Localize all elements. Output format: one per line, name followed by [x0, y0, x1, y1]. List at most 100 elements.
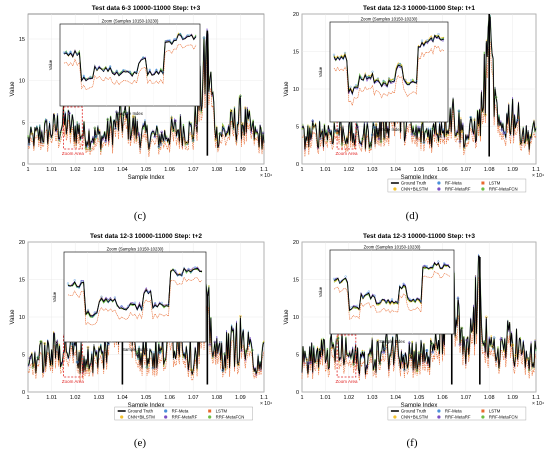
- marker-point: [473, 118, 476, 122]
- legend-label: CNN+BiLSTM: [401, 415, 429, 420]
- x-tick-label: 1.01: [320, 395, 331, 401]
- caption-e: (e): [133, 437, 147, 449]
- marker-point: [374, 123, 378, 127]
- panel-e: Test data 12-3 10000-11000 Step: t+2 0 5 10…: [10, 233, 272, 421]
- legend-label: Ground Truth: [128, 409, 154, 414]
- y-tick-label: 10: [293, 315, 299, 321]
- y-tick-label: 15: [293, 278, 299, 284]
- zoom-marker: [194, 266, 197, 269]
- marker-point: [305, 358, 309, 361]
- marker-point: [527, 368, 531, 372]
- marker-point: [137, 133, 141, 137]
- y-tick-label: 5: [22, 120, 25, 126]
- panel-title: Test data 12-3 10000-11000 Step: t+3: [363, 233, 475, 240]
- zoom-marker: [387, 77, 391, 80]
- zoom-marker: [102, 68, 105, 72]
- marker-point: [444, 133, 448, 137]
- marker-point: [311, 119, 315, 123]
- zoom-area-box: [336, 334, 357, 378]
- marker-point: [145, 365, 149, 369]
- legend-label: RRF-MetaRF: [445, 415, 471, 420]
- marker-point: [412, 132, 416, 135]
- zoom-marker: [142, 56, 145, 59]
- zoom-marker: [89, 75, 92, 78]
- marker-point: [352, 362, 356, 366]
- zoom-area-box: [63, 106, 83, 150]
- panel-c: Test data 6-3 10000-11000 Step: t+3 0 5 10 1…: [10, 5, 272, 181]
- x-tick-label: 1.07: [460, 167, 471, 173]
- x-tick-label: 1.03: [93, 395, 104, 401]
- marker-point: [456, 296, 460, 300]
- zoom-marker: [431, 265, 434, 268]
- x-tick-label: 1: [300, 167, 303, 173]
- y-tick-label: 15: [293, 50, 299, 56]
- legend-label: LSTM: [489, 181, 501, 186]
- marker-point: [239, 94, 242, 98]
- x-axis-label: Sample Index: [401, 175, 438, 181]
- zoom-marker: [167, 303, 170, 306]
- marker-point: [356, 125, 359, 129]
- marker-point: [230, 109, 233, 113]
- marker-point: [32, 363, 36, 367]
- legend-swatch: [437, 409, 441, 413]
- zoom-marker: [128, 70, 132, 73]
- x-tick-label: 1.1: [532, 167, 540, 173]
- y-tick-label: 0: [22, 162, 25, 168]
- marker-point: [403, 368, 406, 372]
- zoom-marker: [73, 279, 76, 282]
- y-tick-label: 5: [296, 125, 299, 131]
- y-tick-label: 20: [293, 240, 299, 246]
- zoom-marker: [181, 36, 184, 39]
- legend-box: [114, 406, 253, 421]
- zoom-marker: [365, 76, 369, 79]
- marker-point: [174, 119, 177, 123]
- legend: Ground Truth RF-Meta LSTM CNN+BiLSTM RRF-Met…: [114, 406, 253, 421]
- marker-point: [514, 354, 517, 357]
- zoom-series-lstm: [333, 44, 445, 107]
- legend-label: RF-Meta: [172, 409, 189, 414]
- x-tick-label: 1.04: [390, 395, 401, 401]
- zoom-marker: [425, 265, 428, 268]
- caption-d: (d): [405, 210, 419, 222]
- x-tick-label: 1.08: [211, 395, 222, 401]
- zoom-marker: [354, 84, 358, 87]
- zoom-marker: [86, 308, 90, 312]
- marker-point: [114, 127, 117, 130]
- marker-point: [172, 129, 175, 133]
- x-tick-label: 1.04: [117, 395, 128, 401]
- marker-point: [424, 130, 428, 133]
- zoom-series-ground-truth: [67, 267, 203, 317]
- zoom-marker: [344, 275, 347, 278]
- marker-point: [43, 342, 47, 345]
- zoom-marker: [361, 295, 365, 298]
- zoom-y-label: Value: [48, 59, 53, 70]
- x-tick-label: 1.02: [70, 167, 81, 173]
- x-tick-label: 1.06: [437, 167, 448, 173]
- marker-point: [151, 366, 155, 370]
- marker-point: [502, 131, 506, 135]
- x-axis-label: Sample Index: [401, 403, 438, 409]
- marker-point: [237, 363, 240, 366]
- marker-point: [59, 131, 62, 134]
- marker-point: [131, 115, 135, 118]
- zoom-marker: [140, 306, 143, 310]
- marker-point: [202, 36, 206, 40]
- x-tick-label: 1.01: [46, 395, 57, 401]
- marker-point: [157, 145, 161, 149]
- marker-point: [94, 135, 98, 139]
- zoom-x-label: Sample Index: [376, 127, 403, 132]
- marker-point: [135, 352, 139, 355]
- marker-point: [84, 146, 88, 150]
- series-ground-truth: [301, 255, 537, 375]
- x-tick-label: 1.01: [320, 167, 331, 173]
- marker-point: [526, 357, 530, 361]
- legend-box: [387, 178, 527, 193]
- zoom-area-label: Zoom Area: [335, 379, 358, 384]
- zoom-marker: [113, 296, 116, 299]
- marker-point: [190, 134, 194, 138]
- zoom-series-lstm: [333, 270, 451, 320]
- zoom-marker: [180, 272, 183, 275]
- y-tick-label: 0: [296, 390, 299, 396]
- zoom-marker: [148, 68, 151, 71]
